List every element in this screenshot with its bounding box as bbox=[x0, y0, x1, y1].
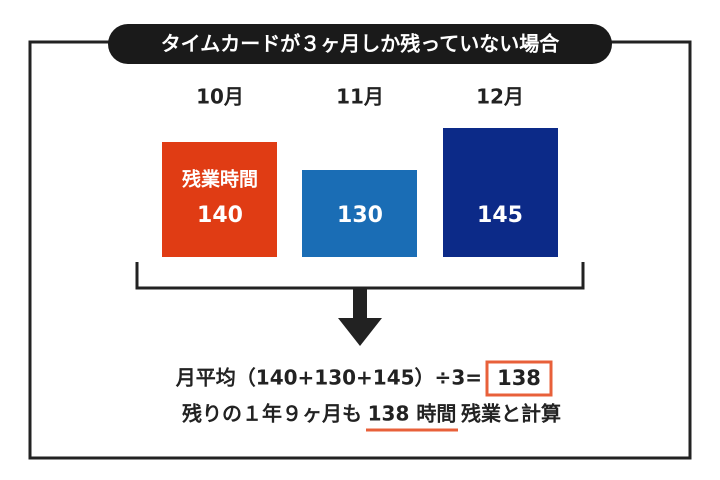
bracket bbox=[135, 262, 585, 290]
arrow-shaft bbox=[353, 288, 367, 320]
title: タイムカードが３ヶ月しか残っていない場合 bbox=[161, 32, 561, 56]
month-label: 12月 bbox=[476, 85, 524, 109]
conclusion-text: 残業と計算 bbox=[461, 402, 561, 426]
hours: 140 bbox=[197, 203, 243, 228]
conclusion-text: 残りの１年９ヶ月も bbox=[182, 402, 362, 426]
month-label: 10月 bbox=[196, 85, 244, 109]
month-box bbox=[162, 142, 277, 257]
hours: 130 bbox=[337, 203, 383, 228]
title-pill bbox=[108, 24, 612, 64]
hours: 145 bbox=[477, 203, 523, 228]
conclusion-highlight: 138 時間 bbox=[368, 402, 457, 426]
arrow-head bbox=[338, 318, 382, 346]
month-box bbox=[443, 128, 558, 257]
result-box bbox=[485, 360, 553, 397]
formula-result: 138 bbox=[497, 366, 541, 390]
box-label: 残業時間 bbox=[182, 168, 258, 191]
month-box bbox=[302, 170, 417, 257]
formula: 月平均（140+130+145）÷3= bbox=[175, 366, 482, 390]
month-label: 11月 bbox=[336, 85, 384, 109]
